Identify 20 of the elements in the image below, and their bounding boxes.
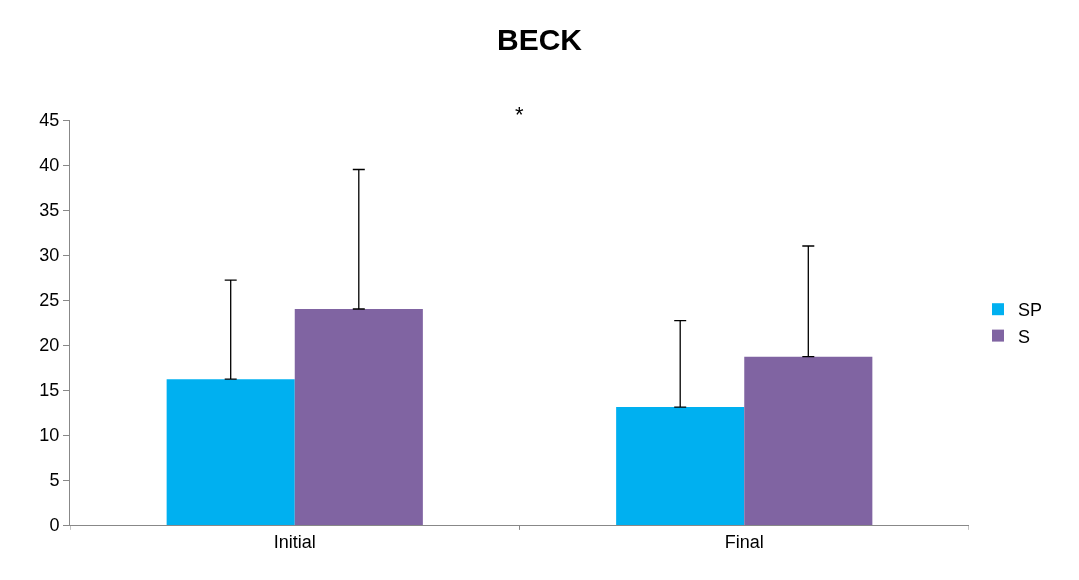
y-tick-label: 10 <box>39 425 60 446</box>
x-tick-label: Initial <box>273 531 316 552</box>
annotation: * <box>515 102 524 127</box>
y-tick-label: 40 <box>39 155 60 176</box>
legend-label: S <box>1017 326 1031 347</box>
y-tick-label: 5 <box>49 470 60 491</box>
legend-label: SP <box>1017 300 1043 321</box>
bar <box>294 309 423 525</box>
bar <box>744 356 873 525</box>
y-tick-label: 30 <box>39 245 60 266</box>
y-tick-label: 35 <box>39 200 60 221</box>
y-tick-label: 15 <box>39 380 60 401</box>
bar <box>166 379 295 525</box>
x-tick-label: Final <box>724 531 764 552</box>
y-tick-label: 45 <box>39 110 60 131</box>
y-tick-label: 0 <box>49 515 60 536</box>
y-tick-label: 20 <box>39 335 60 356</box>
bar <box>616 407 745 525</box>
y-tick-label: 25 <box>39 290 60 311</box>
chart-title: BECK <box>496 23 583 56</box>
